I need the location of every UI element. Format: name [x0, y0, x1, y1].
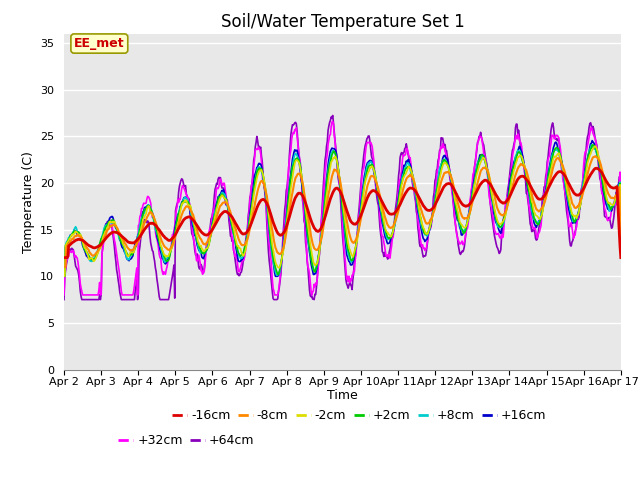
- X-axis label: Time: Time: [327, 389, 358, 402]
- Y-axis label: Temperature (C): Temperature (C): [22, 151, 35, 252]
- Text: EE_met: EE_met: [74, 37, 125, 50]
- Title: Soil/Water Temperature Set 1: Soil/Water Temperature Set 1: [221, 12, 464, 31]
- Legend: +32cm, +64cm: +32cm, +64cm: [113, 430, 259, 452]
